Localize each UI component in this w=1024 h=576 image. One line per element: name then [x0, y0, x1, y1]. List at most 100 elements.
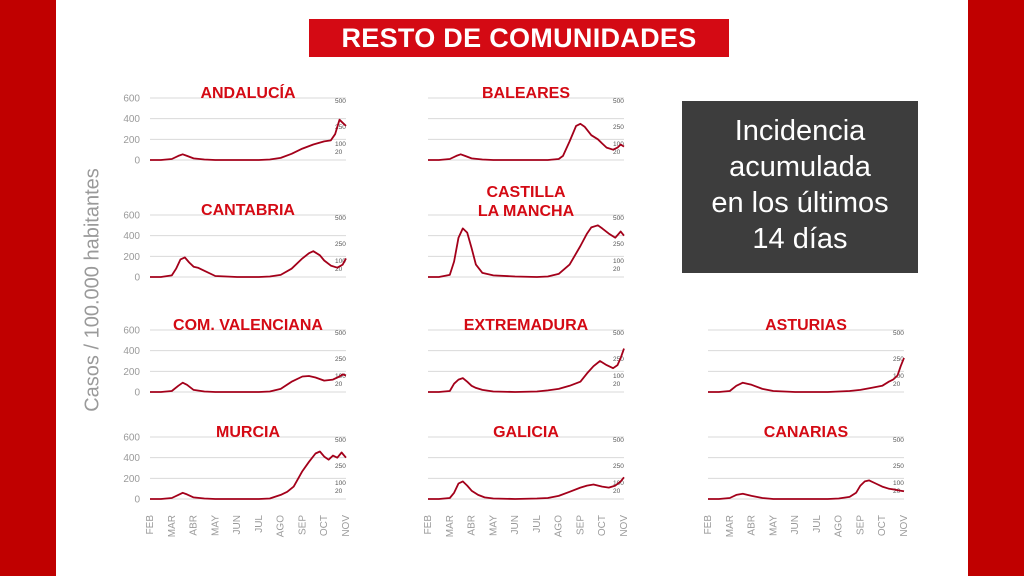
left-red-border	[0, 0, 56, 576]
left-tick-label: 600	[123, 211, 140, 222]
right-tick-label: 20	[335, 488, 343, 495]
panel-title: LA MANCHA	[478, 203, 575, 220]
x-tick-label: SEP	[855, 515, 866, 535]
x-tick-label: OCT	[877, 515, 888, 536]
left-tick-label: 0	[134, 495, 140, 506]
series-line	[150, 450, 347, 500]
left-tick-label: 600	[123, 433, 140, 444]
info-line-1: Incidencia	[734, 115, 866, 147]
x-tick-label: JUN	[232, 515, 243, 534]
right-tick-label: 250	[613, 241, 624, 248]
x-tick-label: AGO	[276, 515, 287, 537]
x-tick-label: ABR	[747, 515, 758, 536]
right-tick-label: 20	[613, 381, 621, 388]
right-tick-label: 20	[335, 266, 343, 273]
x-tick-label: JUL	[254, 515, 265, 533]
right-red-border	[968, 0, 1024, 576]
right-tick-label: 250	[613, 356, 624, 363]
right-tick-label: 500	[613, 330, 624, 337]
right-tick-label: 100	[893, 373, 904, 380]
x-tick-label: MAY	[210, 515, 221, 536]
right-tick-label: 250	[335, 241, 346, 248]
series-line	[428, 348, 625, 393]
x-tick-label: JUL	[532, 515, 543, 533]
right-tick-label: 20	[893, 381, 901, 388]
series-line	[428, 224, 625, 278]
left-tick-label: 400	[123, 346, 140, 357]
right-tick-label: 250	[335, 356, 346, 363]
panel-title: ANDALUCÍA	[200, 83, 296, 102]
left-tick-label: 400	[123, 114, 140, 125]
right-tick-label: 500	[335, 98, 346, 105]
right-tick-label: 100	[335, 141, 346, 148]
right-tick-label: 500	[893, 437, 904, 444]
x-tick-label: MAR	[167, 515, 178, 537]
left-tick-label: 600	[123, 94, 140, 105]
right-tick-label: 20	[613, 488, 621, 495]
left-tick-label: 400	[123, 231, 140, 242]
x-tick-label: ABR	[189, 515, 200, 536]
right-tick-label: 500	[335, 437, 346, 444]
panel-title: CANARIAS	[764, 424, 849, 441]
left-tick-label: 0	[134, 388, 140, 399]
right-tick-label: 250	[335, 463, 346, 470]
x-tick-label: JUN	[790, 515, 801, 534]
info-box: Incidencia acumulada en los últimos 14 d…	[682, 101, 918, 273]
info-line-2: acumulada	[729, 151, 871, 183]
left-tick-label: 200	[123, 474, 140, 485]
panel-title: EXTREMADURA	[464, 317, 589, 334]
right-tick-label: 500	[613, 215, 624, 222]
right-tick-label: 250	[613, 463, 624, 470]
right-tick-label: 500	[613, 437, 624, 444]
right-tick-label: 500	[613, 98, 624, 105]
x-tick-label: MAY	[768, 515, 779, 536]
right-tick-label: 500	[335, 215, 346, 222]
right-tick-label: 250	[893, 356, 904, 363]
x-tick-label: NOV	[341, 515, 352, 537]
left-tick-label: 200	[123, 252, 140, 263]
x-tick-label: NOV	[619, 515, 630, 537]
x-tick-label: AGO	[554, 515, 565, 537]
right-tick-label: 100	[335, 480, 346, 487]
right-tick-label: 250	[893, 463, 904, 470]
left-tick-label: 200	[123, 135, 140, 146]
x-tick-label: FEB	[703, 515, 714, 535]
panel-title: BALEARES	[482, 85, 570, 102]
left-tick-label: 0	[134, 273, 140, 284]
panel-title: CANTABRIA	[201, 202, 295, 219]
page-title: RESTO DE COMUNIDADES	[309, 19, 729, 57]
info-line-4: 14 días	[752, 223, 848, 255]
right-tick-label: 500	[893, 330, 904, 337]
panel-title: MURCIA	[216, 424, 280, 441]
x-tick-label: NOV	[899, 515, 910, 537]
right-tick-label: 100	[613, 258, 624, 265]
right-tick-label: 100	[335, 258, 346, 265]
left-tick-label: 200	[123, 367, 140, 378]
x-tick-label: ABR	[467, 515, 478, 536]
panel-title: ASTURIAS	[765, 317, 847, 334]
info-line-3: en los últimos	[711, 187, 889, 219]
right-tick-label: 100	[613, 141, 624, 148]
right-tick-label: 100	[893, 480, 904, 487]
x-tick-label: MAR	[725, 515, 736, 537]
x-tick-label: JUN	[510, 515, 521, 534]
left-tick-label: 0	[134, 156, 140, 167]
right-tick-label: 100	[613, 373, 624, 380]
right-tick-label: 20	[613, 266, 621, 273]
x-tick-label: FEB	[145, 515, 156, 535]
x-tick-label: FEB	[423, 515, 434, 535]
series-line	[708, 479, 905, 500]
right-tick-label: 500	[335, 330, 346, 337]
series-line	[428, 122, 625, 161]
x-tick-label: AGO	[834, 515, 845, 537]
series-line	[428, 476, 625, 500]
